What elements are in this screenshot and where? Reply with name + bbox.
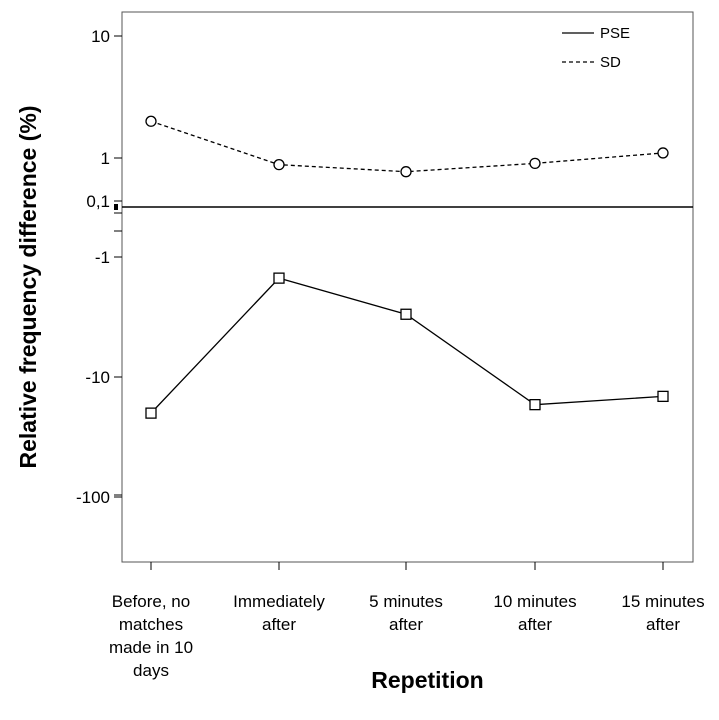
- data-point-pse: [657, 390, 669, 403]
- y-tick-label: -100: [76, 488, 110, 507]
- legend-label-pse: PSE: [600, 25, 630, 42]
- data-point-sd: [529, 157, 541, 170]
- y-axis-title: Relative frequency difference (%): [15, 105, 41, 468]
- y-axis-zero-marker: [114, 204, 118, 210]
- y-tick-label: 0,1: [86, 192, 110, 211]
- x-tick-label: 15 minutes after: [621, 592, 704, 634]
- series-line-sd: [150, 120, 664, 173]
- x-tick-label: 5 minutes after: [369, 592, 443, 634]
- data-point-pse: [145, 407, 157, 419]
- series-group: [145, 115, 669, 419]
- y-tick-label: 1: [101, 149, 110, 168]
- data-point-pse: [273, 272, 285, 284]
- legend-label-sd: SD: [600, 54, 621, 71]
- x-tick-label: Immediately after: [233, 592, 325, 634]
- plot-frame: [121, 11, 694, 563]
- y-tick-label: -10: [85, 368, 110, 387]
- data-point-sd: [400, 166, 412, 178]
- y-tick-label: 10: [91, 27, 110, 46]
- x-tick-label: Before, no matches made in 10 days: [109, 592, 193, 680]
- x-tick-label: 10 minutes after: [493, 592, 576, 634]
- legend: PSE SD: [562, 25, 630, 71]
- y-axis-ticks: 10 1 0,1 -1 -10 -100: [76, 27, 122, 507]
- series-line-pse: [150, 277, 664, 414]
- data-point-pse: [400, 308, 412, 320]
- data-point-sd: [273, 159, 285, 171]
- plot-area-border: [121, 11, 694, 563]
- data-point-sd: [657, 147, 669, 159]
- x-axis-title: Repetition: [371, 667, 483, 693]
- y-tick-label: -1: [95, 248, 110, 267]
- data-point-sd: [145, 115, 157, 127]
- data-point-pse: [529, 399, 541, 411]
- x-axis-ticks: Before, no matches made in 10 days Immediate…: [109, 562, 705, 680]
